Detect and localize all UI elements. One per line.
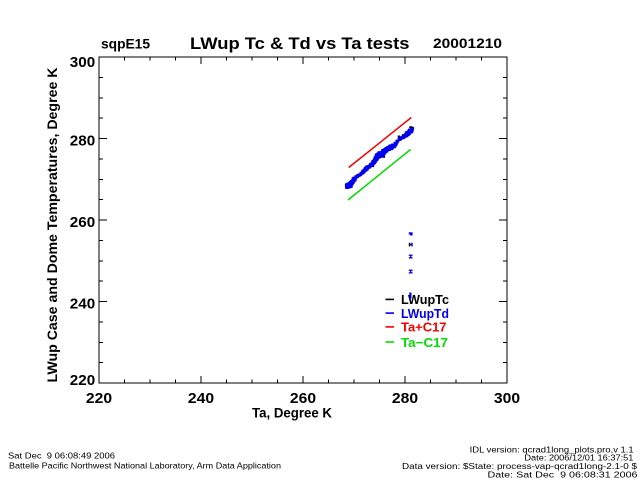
- svg-text:Data version: $State: process-: Data version: $State: process-vap-qcrad1…: [402, 461, 637, 471]
- svg-text:240: 240: [70, 297, 95, 313]
- svg-text:280: 280: [392, 391, 418, 407]
- svg-text:Sat Dec 9 06:08:49 2006: Sat Dec 9 06:08:49 2006: [8, 450, 115, 460]
- svg-text:20001210: 20001210: [433, 35, 502, 51]
- svg-text:Ta+C17: Ta+C17: [401, 320, 447, 335]
- svg-text:Ta, Degree K: Ta, Degree K: [252, 405, 332, 421]
- svg-text:260: 260: [70, 215, 95, 231]
- svg-text:LWup Tc & Td vs Ta tests: LWup Tc & Td vs Ta tests: [190, 34, 410, 53]
- svg-text:Date: Sat Dec 9 06:08:31 2006: Date: Sat Dec 9 06:08:31 2006: [488, 470, 638, 480]
- svg-text:260: 260: [290, 391, 316, 407]
- svg-text:LWupTd: LWupTd: [401, 306, 449, 321]
- svg-text:Date: 2006/12/01 16:37:51: Date: 2006/12/01 16:37:51: [524, 453, 633, 463]
- svg-text:LWupTc: LWupTc: [401, 292, 449, 307]
- svg-text:IDL version: qcrad1long_plots.: IDL version: qcrad1long_plots.pro,v 1.1: [470, 444, 634, 454]
- svg-text:220: 220: [86, 391, 112, 407]
- svg-text:300: 300: [494, 391, 520, 407]
- svg-text:Ta−C17: Ta−C17: [401, 335, 448, 350]
- svg-text:280: 280: [70, 134, 95, 150]
- svg-text:240: 240: [188, 391, 214, 407]
- svg-text:Battelle Pacific Northwest Nat: Battelle Pacific Northwest National Labo…: [9, 461, 281, 471]
- svg-text:LWup Case and Dome Temperature: LWup Case and Dome Temperatures, Degree …: [44, 68, 60, 383]
- svg-text:220: 220: [70, 373, 95, 389]
- svg-text:300: 300: [70, 55, 95, 71]
- svg-text:sqpE15: sqpE15: [101, 36, 150, 52]
